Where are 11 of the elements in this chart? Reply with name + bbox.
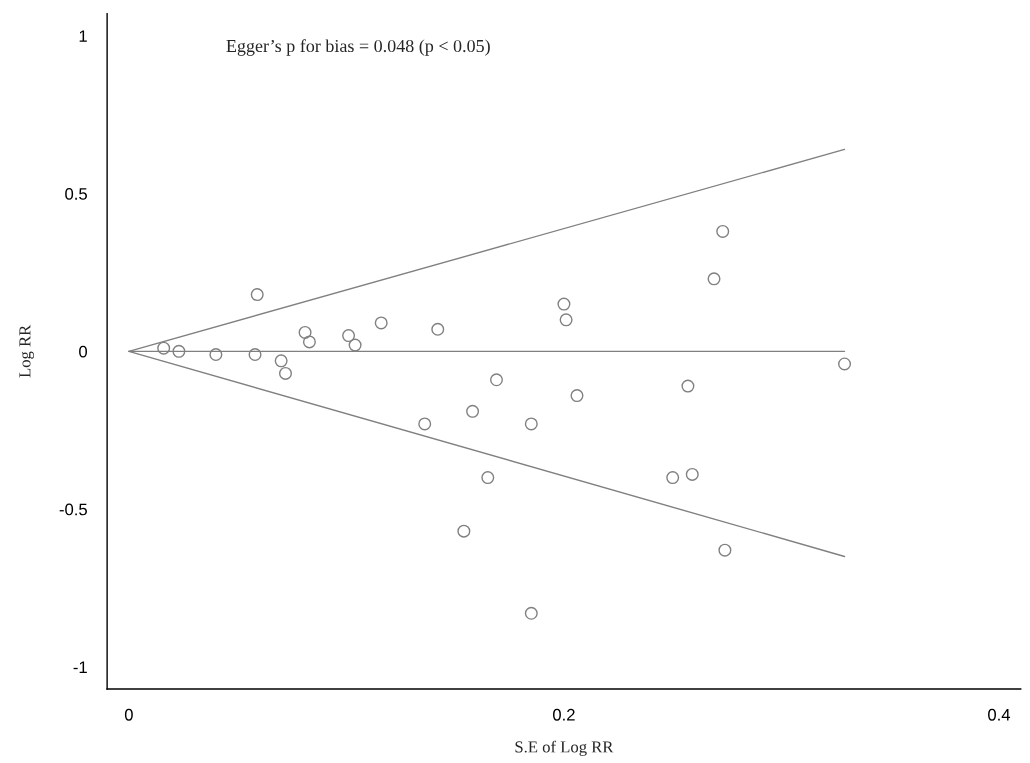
y-axis-title: Log RR: [19, 324, 34, 378]
y-tick-label: -1: [73, 661, 87, 673]
x-axis-title: S.E of Log RR: [515, 740, 614, 756]
y-tick-label: 0.5: [65, 187, 87, 200]
y-tick-label: -0.5: [59, 503, 87, 516]
x-tick-label: 0.2: [552, 708, 575, 721]
y-tick-label: 0: [79, 345, 88, 358]
y-tick-label: 1: [79, 30, 87, 42]
x-tick-label: 0.4: [988, 708, 1011, 721]
annotation: Egger’s p for bias = 0.048 (p < 0.05): [226, 39, 490, 56]
x-tick-label: 0: [124, 708, 133, 721]
